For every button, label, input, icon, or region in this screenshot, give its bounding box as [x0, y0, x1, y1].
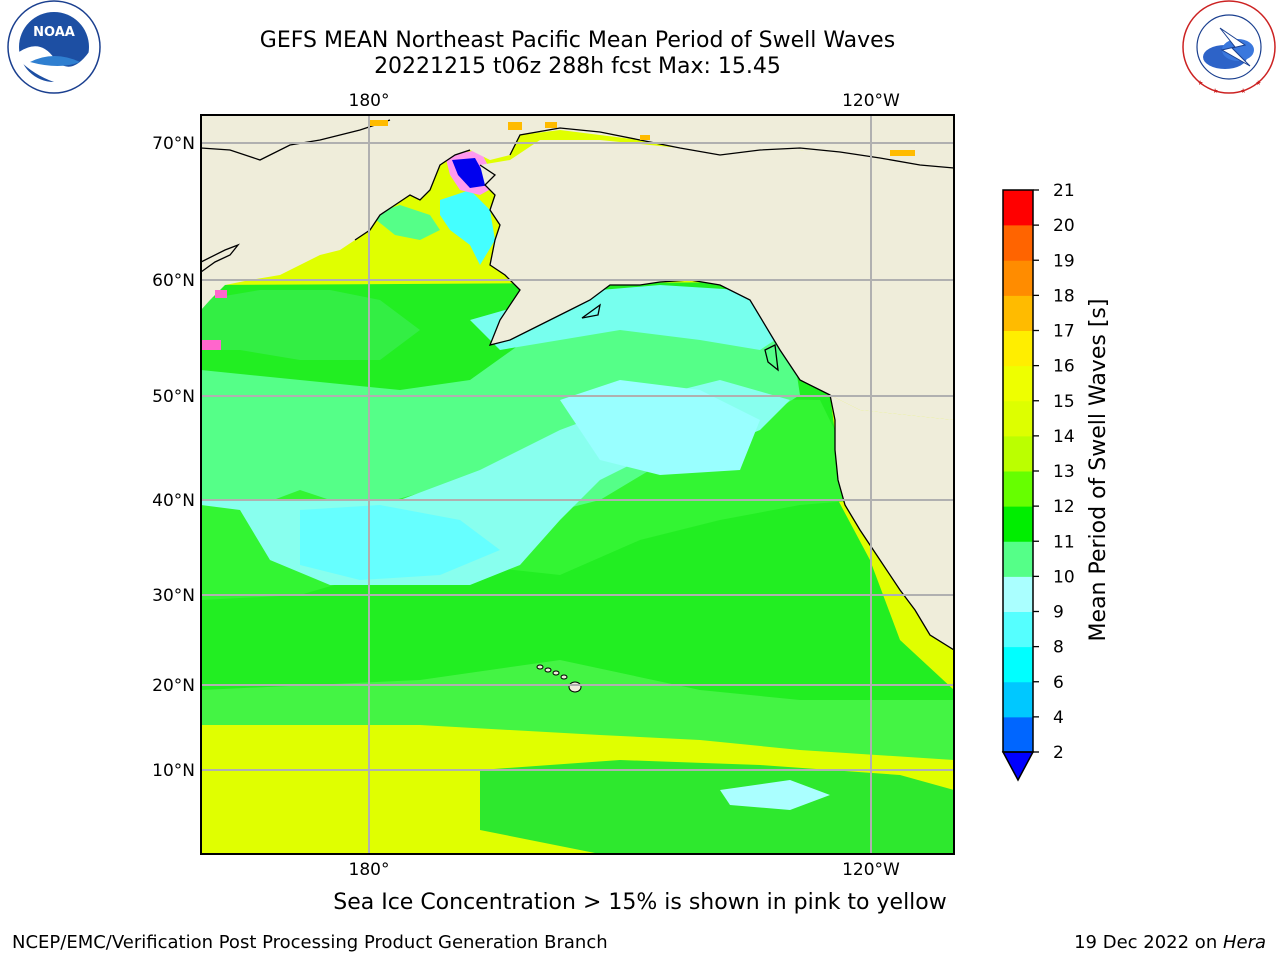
colorbar-extend-arrow	[1001, 751, 1035, 782]
colorbar-tick-label: 10	[1053, 567, 1075, 587]
colorbar-segment	[1003, 541, 1033, 577]
map-frame	[200, 114, 955, 855]
map-area	[201, 115, 954, 854]
colorbar-tick-label: 20	[1053, 216, 1075, 236]
footer-date: 19 Dec 2022 on Hera	[1074, 932, 1266, 953]
colorbar-tick-label: 12	[1053, 497, 1075, 517]
colorbar-tick-label: 11	[1053, 532, 1075, 552]
lat-label-70n: 70°N	[152, 134, 195, 154]
colorbar-segment	[1003, 225, 1033, 261]
lat-label-60n: 60°N	[152, 271, 195, 291]
colorbar-segment	[1003, 365, 1033, 402]
top-lon-label-180: 180°	[349, 91, 390, 111]
colorbar-label: Mean Period of Swell Waves [s]	[1086, 299, 1111, 642]
colorbar-segment	[1003, 576, 1033, 612]
colorbar-tick-label: 4	[1053, 708, 1064, 728]
colorbar-tick-label: 21	[1053, 181, 1075, 201]
noaa-logo: NOAA	[7, 0, 101, 94]
footer-credit: NCEP/EMC/Verification Post Processing Pr…	[12, 932, 608, 953]
colorbar-tick-label: 17	[1053, 322, 1075, 342]
lat-label-30n: 30°N	[152, 586, 195, 606]
colorbar-segment	[1003, 681, 1033, 718]
colorbar-segment	[1003, 400, 1033, 437]
footer-date-text: 19 Dec 2022 on	[1074, 932, 1223, 953]
colorbar-segment	[1003, 330, 1033, 367]
lat-label-50n: 50°N	[152, 387, 195, 407]
lat-label-40n: 40°N	[152, 491, 195, 511]
top-lon-label-120w: 120°W	[842, 91, 900, 111]
colorbar-segment	[1003, 506, 1033, 542]
colorbar-segment	[1003, 646, 1033, 683]
noaa-logo-text: NOAA	[33, 25, 75, 40]
chart-subtitle: 20221215 t06z 288h fcst Max: 15.45	[374, 54, 781, 79]
colorbar-tick-label: 16	[1053, 357, 1075, 377]
colorbar-segment	[1003, 611, 1033, 648]
colorbar-tick-label: 13	[1053, 462, 1075, 482]
colorbar-tick-label: 19	[1053, 251, 1075, 271]
chart-title: GEFS MEAN Northeast Pacific Mean Period …	[259, 28, 896, 53]
colorbar-tick-label: 2	[1053, 743, 1064, 763]
colorbar-tick-label: 9	[1053, 603, 1064, 623]
colorbar: 2 4 6 8 9 10 11 12 13 14 15 16 17 18 19 20 21	[1001, 181, 1075, 782]
colorbar-tick-label: 14	[1053, 427, 1075, 447]
colorbar-segment	[1003, 435, 1033, 472]
colorbar-segment	[1003, 471, 1033, 507]
colorbar-segment	[1003, 716, 1033, 753]
colorbar-segment	[1003, 260, 1033, 296]
footer-host: Hera	[1222, 932, 1266, 953]
colorbar-segment	[1003, 295, 1033, 331]
sea-ice-note: Sea Ice Concentration > 15% is shown in …	[333, 890, 947, 915]
colorbar-segment	[1003, 190, 1033, 226]
bottom-lon-label-180: 180°	[349, 860, 390, 880]
lat-label-20n: 20°N	[152, 676, 195, 696]
bottom-lon-label-120w: 120°W	[842, 860, 900, 880]
colorbar-tick-label: 6	[1053, 673, 1064, 693]
colorbar-tick-label: 15	[1053, 392, 1075, 412]
colorbar-tick-label: 8	[1053, 638, 1064, 658]
colorbar-tick-label: 18	[1053, 286, 1075, 306]
nws-logo	[1182, 0, 1276, 94]
lat-label-10n: 10°N	[152, 761, 195, 781]
